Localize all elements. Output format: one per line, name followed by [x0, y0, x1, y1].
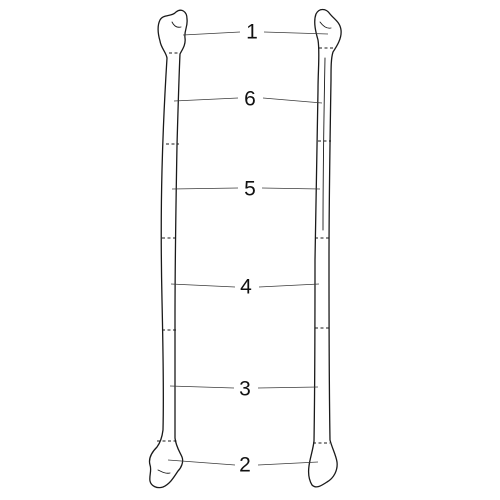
leader-line-4-right: [258, 283, 320, 288]
right-bone-view: [307, 8, 342, 488]
zone-label-4: 4: [240, 276, 252, 299]
left-bone-outline: [148, 9, 188, 489]
leader-line-1-left: [182, 31, 241, 36]
leader-line-3-left: [169, 385, 235, 389]
leader-line-3-right: [257, 386, 319, 389]
leader-line-5-left: [171, 187, 239, 190]
leader-line-4-left: [170, 283, 236, 288]
zone-label-1: 1: [246, 21, 258, 44]
leader-line-1-right: [263, 31, 329, 35]
left-bone-head-line: [171, 21, 182, 28]
leader-line-6-right: [262, 97, 323, 104]
leader-line-2-left: [167, 459, 236, 466]
zone-label-3: 3: [239, 378, 251, 401]
leader-line-2-right: [257, 461, 319, 466]
left-bone-view: [148, 9, 188, 489]
right-bone-head-line: [319, 21, 332, 29]
zone-label-5: 5: [244, 178, 256, 201]
zone-label-6: 6: [244, 88, 256, 111]
leader-lines: [167, 31, 329, 466]
leader-line-5-right: [261, 187, 321, 190]
leader-line-6-left: [173, 97, 239, 102]
zone-label-2: 2: [239, 454, 251, 477]
right-bone-outline: [307, 8, 342, 488]
left-bone-foot-line: [157, 469, 171, 474]
zone-labels: 1 6 5 4 3 2: [239, 21, 258, 477]
